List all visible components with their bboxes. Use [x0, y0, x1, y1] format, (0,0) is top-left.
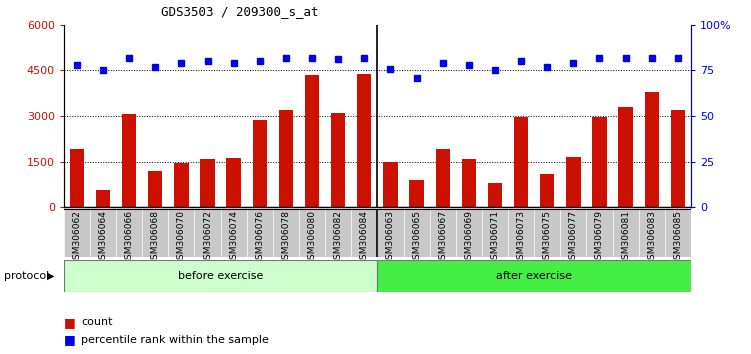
- Bar: [540, 174, 554, 207]
- Bar: [96, 190, 110, 207]
- Text: GSM306073: GSM306073: [517, 210, 526, 265]
- Text: GSM306080: GSM306080: [308, 210, 317, 265]
- Text: GSM306079: GSM306079: [595, 210, 604, 265]
- Bar: [403, 209, 430, 257]
- Text: GSM306076: GSM306076: [255, 210, 264, 265]
- Bar: [618, 107, 633, 207]
- Bar: [279, 110, 293, 207]
- Bar: [560, 209, 587, 257]
- Text: before exercise: before exercise: [178, 271, 264, 281]
- Text: GSM306071: GSM306071: [490, 210, 499, 265]
- Bar: [174, 163, 189, 207]
- Text: GSM306064: GSM306064: [98, 210, 107, 265]
- Bar: [482, 209, 508, 257]
- Text: GSM306075: GSM306075: [543, 210, 552, 265]
- Text: GSM306074: GSM306074: [229, 210, 238, 265]
- Bar: [587, 209, 613, 257]
- Bar: [534, 209, 560, 257]
- Bar: [409, 180, 424, 207]
- Text: GSM306063: GSM306063: [386, 210, 395, 265]
- Bar: [221, 209, 247, 257]
- Bar: [142, 209, 168, 257]
- Bar: [383, 162, 397, 207]
- Bar: [331, 113, 345, 207]
- Bar: [201, 159, 215, 207]
- Text: GSM306085: GSM306085: [674, 210, 683, 265]
- Bar: [168, 209, 195, 257]
- Text: GSM306078: GSM306078: [282, 210, 291, 265]
- Text: ▶: ▶: [47, 271, 55, 281]
- Bar: [357, 74, 372, 207]
- Bar: [252, 120, 267, 207]
- Bar: [325, 209, 351, 257]
- Bar: [638, 209, 665, 257]
- Bar: [613, 209, 638, 257]
- Bar: [566, 157, 581, 207]
- Bar: [593, 118, 607, 207]
- Text: after exercise: after exercise: [496, 271, 572, 281]
- Bar: [665, 209, 691, 257]
- Bar: [456, 209, 482, 257]
- Bar: [90, 209, 116, 257]
- Bar: [430, 209, 456, 257]
- Text: GSM306081: GSM306081: [621, 210, 630, 265]
- Text: GSM306068: GSM306068: [151, 210, 160, 265]
- Text: protocol: protocol: [4, 271, 49, 281]
- Bar: [514, 118, 528, 207]
- Bar: [64, 209, 90, 257]
- Text: GSM306084: GSM306084: [360, 210, 369, 265]
- Bar: [273, 209, 299, 257]
- Bar: [671, 110, 685, 207]
- Text: GSM306067: GSM306067: [438, 210, 447, 265]
- Bar: [378, 209, 403, 257]
- Text: GSM306066: GSM306066: [125, 210, 134, 265]
- Bar: [116, 209, 142, 257]
- Bar: [378, 260, 691, 292]
- Text: ■: ■: [64, 316, 76, 329]
- Text: GSM306072: GSM306072: [203, 210, 212, 265]
- Text: GSM306069: GSM306069: [464, 210, 473, 265]
- Bar: [299, 209, 325, 257]
- Bar: [247, 209, 273, 257]
- Bar: [195, 209, 221, 257]
- Bar: [436, 149, 450, 207]
- Bar: [462, 159, 476, 207]
- Bar: [351, 209, 378, 257]
- Text: GDS3503 / 209300_s_at: GDS3503 / 209300_s_at: [161, 5, 319, 18]
- Text: GSM306062: GSM306062: [72, 210, 81, 265]
- Bar: [122, 114, 137, 207]
- Bar: [644, 92, 659, 207]
- Text: GSM306070: GSM306070: [177, 210, 186, 265]
- Text: GSM306077: GSM306077: [569, 210, 578, 265]
- Bar: [227, 158, 241, 207]
- Bar: [64, 260, 378, 292]
- Bar: [70, 149, 84, 207]
- Text: GSM306065: GSM306065: [412, 210, 421, 265]
- Text: GSM306082: GSM306082: [333, 210, 342, 265]
- Bar: [487, 183, 502, 207]
- Bar: [508, 209, 534, 257]
- Text: GSM306083: GSM306083: [647, 210, 656, 265]
- Text: ■: ■: [64, 333, 76, 346]
- Text: count: count: [81, 317, 113, 327]
- Text: percentile rank within the sample: percentile rank within the sample: [81, 335, 269, 345]
- Bar: [305, 75, 319, 207]
- Bar: [148, 171, 162, 207]
